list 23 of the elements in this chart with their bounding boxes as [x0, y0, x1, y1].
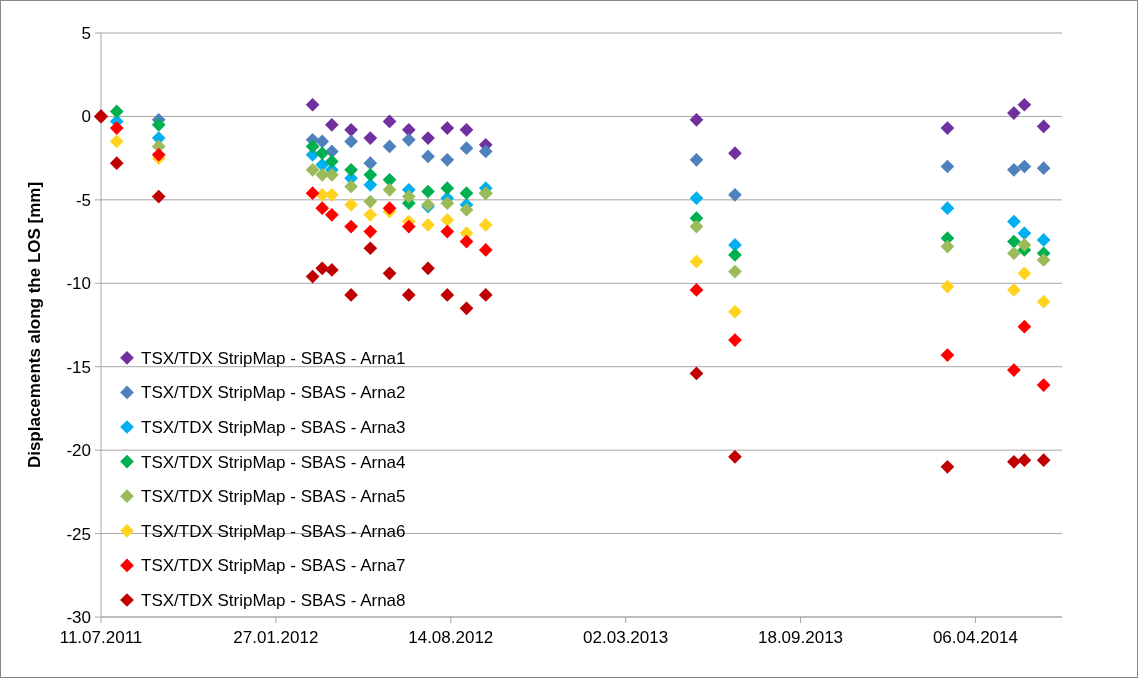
y-tick-label: 0 [81, 107, 91, 127]
legend-label: TSX/TDX StripMap - SBAS - Arna3 [141, 417, 406, 437]
x-tick-label: 27.01.2012 [233, 628, 319, 647]
legend-label: TSX/TDX StripMap - SBAS - Arna2 [141, 383, 406, 403]
legend-label: TSX/TDX StripMap - SBAS - Arna4 [141, 452, 406, 472]
x-tick-label: 18.09.2013 [758, 628, 844, 647]
legend-label: TSX/TDX StripMap - SBAS - Arna5 [141, 487, 406, 507]
y-tick-label: -10 [66, 274, 91, 294]
y-tick-label: -5 [75, 190, 91, 210]
y-tick-label: -15 [66, 357, 91, 377]
y-axis-title: Displacements along the LOS [mm] [25, 181, 44, 469]
y-tick-label: 5 [81, 23, 91, 43]
y-tick-label: -20 [66, 441, 91, 461]
x-tick-label: 02.03.2013 [583, 628, 669, 647]
y-tick-label: -25 [66, 524, 91, 544]
x-tick-label: 14.08.2012 [408, 628, 494, 647]
x-tick-label: 06.04.2014 [932, 628, 1018, 647]
legend-label: TSX/TDX StripMap - SBAS - Arna1 [141, 348, 406, 368]
legend-label: TSX/TDX StripMap - SBAS - Arna8 [141, 590, 406, 610]
x-tick-label: 11.07.2011 [59, 628, 143, 647]
legend-label: TSX/TDX StripMap - SBAS - Arna6 [141, 521, 406, 541]
legend-label: TSX/TDX StripMap - SBAS - Arna7 [141, 556, 406, 576]
y-tick-label: -30 [66, 607, 91, 627]
